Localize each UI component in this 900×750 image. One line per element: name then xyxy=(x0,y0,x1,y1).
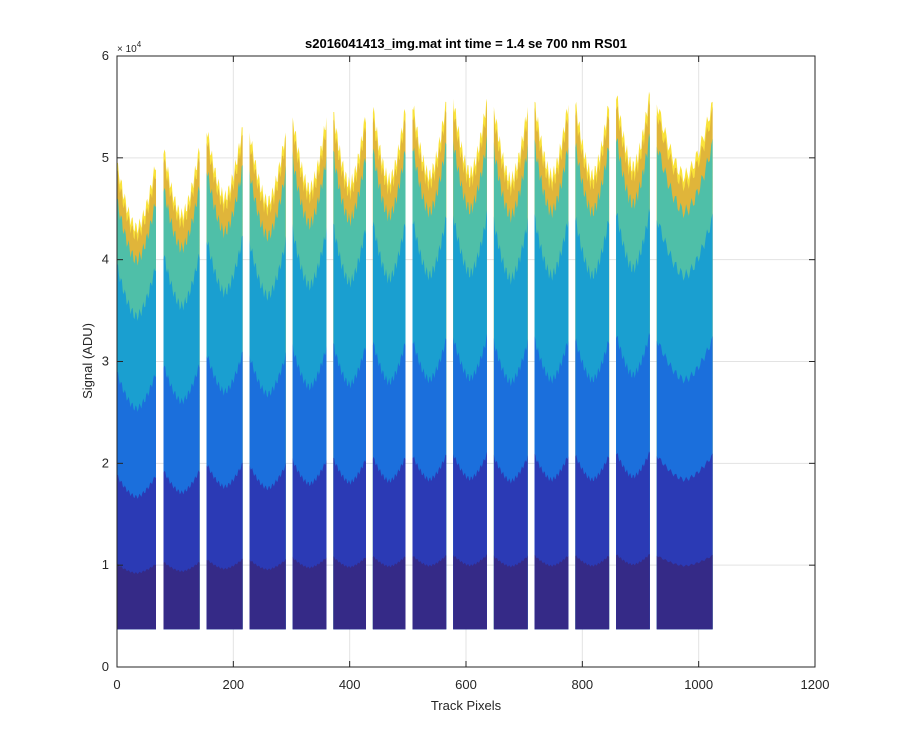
track-segment xyxy=(292,117,327,630)
x-ticks: 0 200 400 600 800 1000 1200 xyxy=(113,56,829,692)
track-segment xyxy=(575,101,610,630)
track-segment xyxy=(333,112,366,630)
y-tick-label: 3 xyxy=(102,354,109,369)
y-tick-label: 4 xyxy=(102,252,109,267)
x-axis-label: Track Pixels xyxy=(431,698,502,713)
signal-layer xyxy=(206,558,243,630)
signal-layer xyxy=(372,556,406,630)
signal-layer xyxy=(117,563,156,630)
signal-layer xyxy=(412,555,447,630)
x-tick-label: 800 xyxy=(571,677,593,692)
signal-layer xyxy=(493,555,528,630)
y-tick-label: 0 xyxy=(102,659,109,674)
track-segment xyxy=(412,101,447,630)
track-segment xyxy=(372,106,406,630)
chart-title: s2016041413_img.mat int time = 1.4 se 70… xyxy=(305,36,627,51)
track-segment xyxy=(616,91,650,630)
y-exponent: × 104 xyxy=(117,40,142,55)
track-segment xyxy=(493,106,528,630)
signal-layer xyxy=(656,554,713,630)
x-tick-label: 0 xyxy=(113,677,120,692)
plot-area xyxy=(117,91,713,630)
signal-layer xyxy=(575,555,610,630)
x-tick-label: 1000 xyxy=(684,677,713,692)
y-ticks: 0 1 2 3 4 5 6 xyxy=(102,48,815,674)
y-axis-label: Signal (ADU) xyxy=(80,323,95,399)
signal-layer xyxy=(163,561,200,630)
y-tick-label: 1 xyxy=(102,557,109,572)
track-segment xyxy=(453,98,487,630)
y-tick-label: 5 xyxy=(102,150,109,165)
signal-layer xyxy=(249,558,286,630)
y-tick-label: 2 xyxy=(102,455,109,470)
signal-layer xyxy=(534,554,569,630)
x-tick-label: 200 xyxy=(222,677,244,692)
signal-layer xyxy=(292,556,327,630)
x-tick-label: 600 xyxy=(455,677,477,692)
track-segment xyxy=(206,127,243,630)
track-segment xyxy=(249,132,286,630)
track-segment xyxy=(656,101,713,630)
signal-layer xyxy=(616,553,650,630)
track-segment xyxy=(117,162,156,630)
y-exponent-base: × 10 xyxy=(117,44,137,55)
y-exponent-power: 4 xyxy=(137,40,142,49)
track-segment xyxy=(163,147,200,630)
x-tick-label: 400 xyxy=(339,677,361,692)
signal-layer xyxy=(333,556,366,630)
signal-layer xyxy=(453,554,487,630)
track-segment xyxy=(534,101,569,630)
y-tick-label: 6 xyxy=(102,48,109,63)
x-tick-label: 1200 xyxy=(801,677,830,692)
